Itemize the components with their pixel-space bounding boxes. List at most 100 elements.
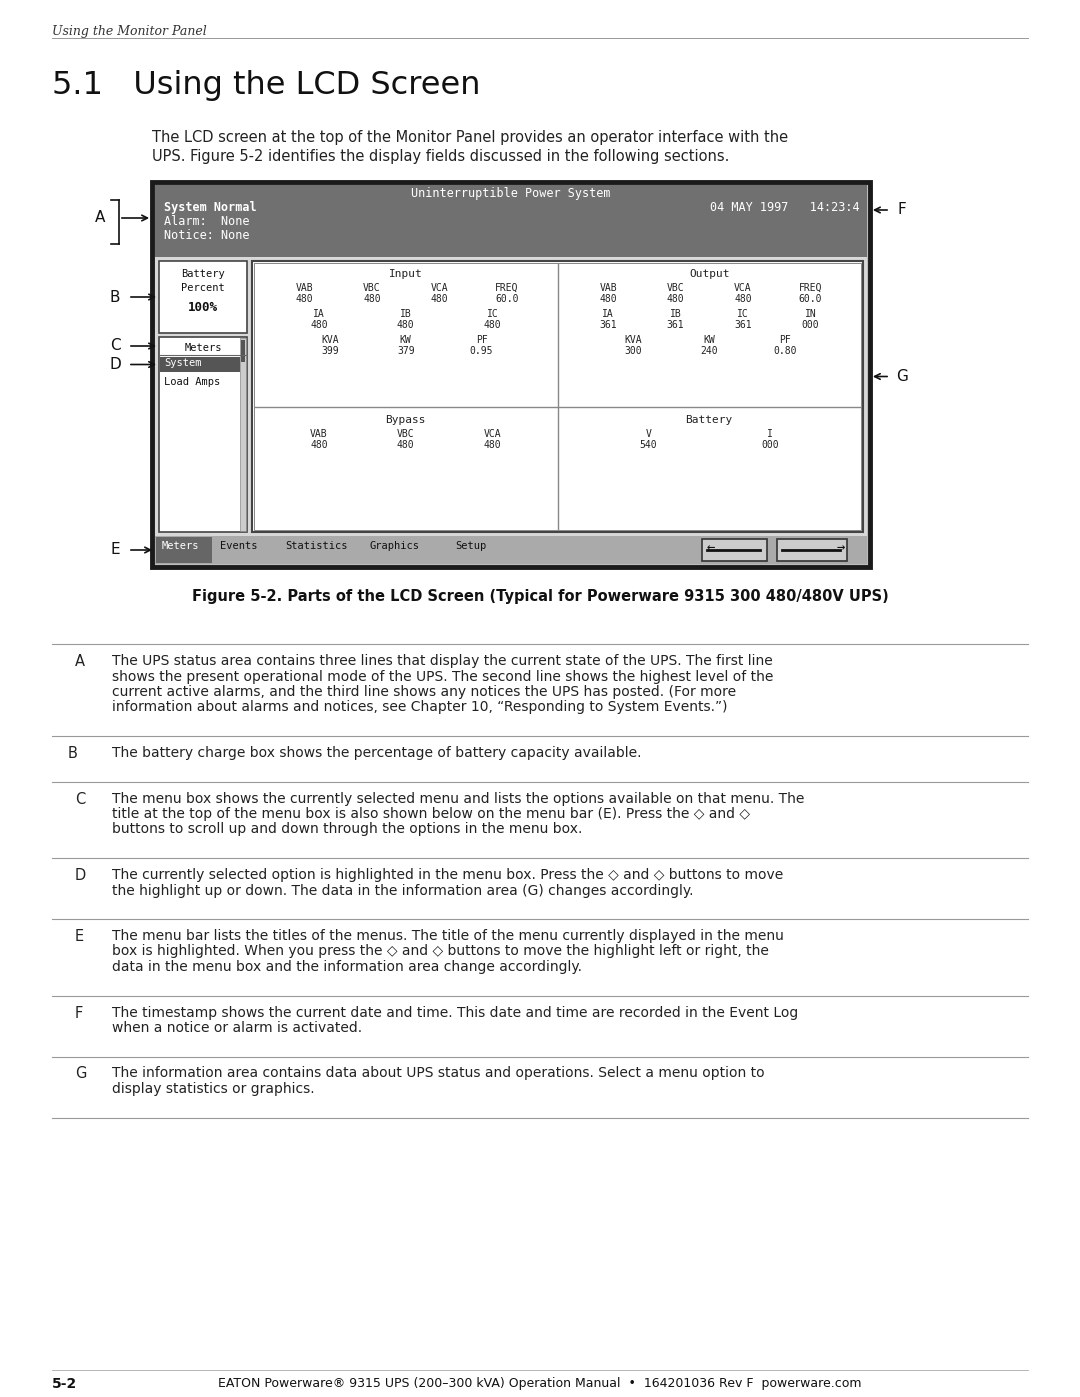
Text: VAB: VAB xyxy=(296,284,313,293)
Bar xyxy=(159,337,247,532)
Text: Setup: Setup xyxy=(455,541,486,550)
Text: 04 MAY 1997   14:23:4: 04 MAY 1997 14:23:4 xyxy=(711,201,860,214)
Text: FREQ: FREQ xyxy=(495,284,518,293)
Text: →: → xyxy=(837,541,846,555)
Text: KVA: KVA xyxy=(624,335,643,345)
Text: VCA: VCA xyxy=(431,284,448,293)
Text: UPS. Figure 5-2 identifies the display fields discussed in the following section: UPS. Figure 5-2 identifies the display f… xyxy=(152,149,729,163)
Text: 480: 480 xyxy=(296,293,313,305)
Text: D: D xyxy=(75,868,86,883)
Text: Bypass: Bypass xyxy=(386,415,426,425)
Text: 60.0: 60.0 xyxy=(495,293,518,305)
Text: 480: 480 xyxy=(310,440,328,450)
Text: current active alarms, and the third line shows any notices the UPS has posted. : current active alarms, and the third lin… xyxy=(112,685,737,698)
Text: Load Amps: Load Amps xyxy=(164,377,220,387)
Text: Output: Output xyxy=(689,270,729,279)
Text: VBC: VBC xyxy=(397,429,415,439)
Bar xyxy=(252,261,863,532)
Text: G: G xyxy=(75,1066,86,1081)
Text: VAB: VAB xyxy=(599,284,617,293)
Text: The information area contains data about UPS status and operations. Select a men: The information area contains data about… xyxy=(112,1066,765,1080)
Text: IC: IC xyxy=(737,309,748,319)
Text: 540: 540 xyxy=(639,440,658,450)
Text: EATON Powerware® 9315 UPS (200–300 kVA) Operation Manual  •  164201036 Rev F  po: EATON Powerware® 9315 UPS (200–300 kVA) … xyxy=(218,1377,862,1390)
Text: KVA: KVA xyxy=(321,335,339,345)
Text: I: I xyxy=(767,429,773,439)
Text: F: F xyxy=(75,1006,83,1020)
Text: 300: 300 xyxy=(624,346,643,356)
Text: IB: IB xyxy=(670,309,681,319)
Text: E: E xyxy=(110,542,120,557)
Text: System: System xyxy=(164,358,202,367)
Text: Input: Input xyxy=(389,270,422,279)
Text: 480: 480 xyxy=(363,293,381,305)
Text: Figure 5-2. Parts of the LCD Screen (Typical for Powerware 9315 300 480/480V UPS: Figure 5-2. Parts of the LCD Screen (Typ… xyxy=(191,590,889,604)
Text: Alarm:  None: Alarm: None xyxy=(164,215,249,228)
Text: 361: 361 xyxy=(599,320,617,330)
Text: title at the top of the menu box is also shown below on the menu bar (E). Press : title at the top of the menu box is also… xyxy=(112,807,750,821)
Text: 240: 240 xyxy=(701,346,718,356)
Text: buttons to scroll up and down through the options in the menu box.: buttons to scroll up and down through th… xyxy=(112,823,582,837)
Text: The menu box shows the currently selected menu and lists the options available o: The menu box shows the currently selecte… xyxy=(112,792,805,806)
Text: KW: KW xyxy=(703,335,715,345)
Text: VCA: VCA xyxy=(734,284,752,293)
Bar xyxy=(241,339,245,362)
Bar xyxy=(152,182,870,567)
Text: The LCD screen at the top of the Monitor Panel provides an operator interface wi: The LCD screen at the top of the Monitor… xyxy=(152,130,788,145)
Text: 000: 000 xyxy=(761,440,779,450)
Text: 480: 480 xyxy=(397,320,415,330)
Text: Battery: Battery xyxy=(181,270,225,279)
Text: 5.1   Using the LCD Screen: 5.1 Using the LCD Screen xyxy=(52,70,481,101)
Text: 0.80: 0.80 xyxy=(773,346,797,356)
Text: VBC: VBC xyxy=(666,284,685,293)
Bar xyxy=(159,261,247,332)
Text: The timestamp shows the current date and time. This date and time are recorded i: The timestamp shows the current date and… xyxy=(112,1006,798,1020)
Text: VBC: VBC xyxy=(363,284,381,293)
Text: IN: IN xyxy=(805,309,816,319)
Text: 480: 480 xyxy=(310,320,328,330)
Text: Meters: Meters xyxy=(185,344,221,353)
Text: 5-2: 5-2 xyxy=(52,1377,78,1391)
Text: Statistics: Statistics xyxy=(285,541,348,550)
Text: 60.0: 60.0 xyxy=(799,293,822,305)
Text: display statistics or graphics.: display statistics or graphics. xyxy=(112,1083,314,1097)
Text: V: V xyxy=(646,429,651,439)
Text: 480: 480 xyxy=(484,440,501,450)
Text: F: F xyxy=(897,203,906,218)
Text: 361: 361 xyxy=(734,320,752,330)
Text: 0.95: 0.95 xyxy=(470,346,494,356)
Text: VAB: VAB xyxy=(310,429,328,439)
Text: PF: PF xyxy=(476,335,487,345)
Text: Uninterruptible Power System: Uninterruptible Power System xyxy=(411,187,611,200)
Text: 480: 480 xyxy=(599,293,617,305)
Bar xyxy=(156,184,867,257)
Text: G: G xyxy=(896,369,908,384)
Text: the highlight up or down. The data in the information area (G) changes according: the highlight up or down. The data in th… xyxy=(112,883,693,897)
Text: 100%: 100% xyxy=(188,300,218,314)
Text: D: D xyxy=(109,358,121,372)
Text: B: B xyxy=(110,289,120,305)
Text: 480: 480 xyxy=(484,320,501,330)
Text: PF: PF xyxy=(780,335,791,345)
Text: Percent: Percent xyxy=(181,284,225,293)
Text: 399: 399 xyxy=(321,346,339,356)
Text: ←: ← xyxy=(707,541,715,555)
Text: 480: 480 xyxy=(431,293,448,305)
Text: A: A xyxy=(75,654,85,669)
Text: IA: IA xyxy=(603,309,613,319)
Text: IC: IC xyxy=(487,309,498,319)
Text: 480: 480 xyxy=(734,293,752,305)
Bar xyxy=(702,539,767,562)
Text: B: B xyxy=(68,746,78,761)
Text: when a notice or alarm is activated.: when a notice or alarm is activated. xyxy=(112,1021,362,1035)
Text: The UPS status area contains three lines that display the current state of the U: The UPS status area contains three lines… xyxy=(112,654,773,668)
Text: C: C xyxy=(75,792,85,806)
Text: 480: 480 xyxy=(666,293,685,305)
Text: 361: 361 xyxy=(666,320,685,330)
Bar xyxy=(156,536,867,564)
Bar xyxy=(777,539,847,562)
Text: Meters: Meters xyxy=(162,541,200,550)
Text: A: A xyxy=(95,211,105,225)
Text: 000: 000 xyxy=(801,320,820,330)
Text: data in the menu box and the information area change accordingly.: data in the menu box and the information… xyxy=(112,960,582,974)
